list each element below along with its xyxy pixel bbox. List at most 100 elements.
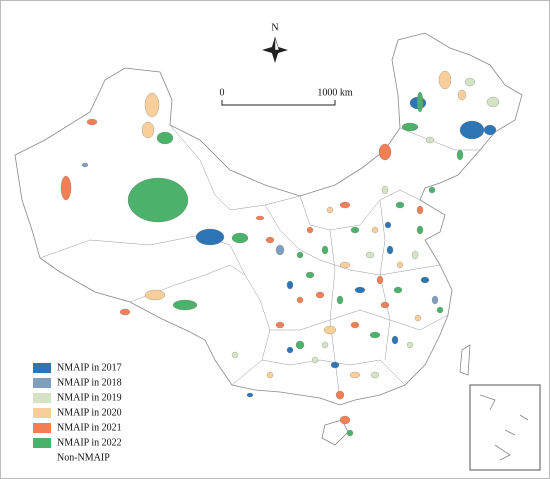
region-patch (315, 291, 325, 299)
region-patch (411, 250, 419, 260)
region-patch (483, 124, 497, 136)
region-patch (436, 306, 444, 314)
legend-swatch (33, 363, 51, 373)
region-patch (266, 371, 274, 379)
region-patch (156, 131, 174, 145)
region-patch (350, 226, 360, 234)
region-patch (406, 341, 414, 349)
legend-label: NMAIP in 2019 (57, 392, 122, 403)
region-patch (384, 221, 392, 229)
region-patch (431, 295, 439, 305)
region-patch (376, 275, 384, 285)
region-patch (457, 89, 467, 101)
region-patch (414, 314, 422, 322)
region-patch (486, 96, 500, 108)
legend-swatch (33, 423, 51, 433)
region-patch (335, 390, 345, 400)
north-arrow (262, 36, 288, 63)
region-patch (144, 289, 166, 301)
region-patch (401, 122, 419, 132)
taiwan (459, 344, 471, 376)
region-patch (456, 149, 464, 161)
region-patch (459, 120, 485, 140)
region-patch (354, 286, 366, 294)
legend-swatch (33, 393, 51, 403)
region-patch (339, 201, 351, 209)
region-patch (330, 361, 340, 369)
region-patch (296, 251, 304, 259)
province-lines (39, 124, 480, 401)
legend-swatch (33, 438, 51, 448)
region-patch (369, 331, 381, 339)
legend-label: NMAIP in 2022 (57, 437, 122, 448)
region-patch (255, 215, 265, 221)
region-patch (386, 245, 394, 255)
region-patch (420, 276, 430, 284)
region-patch (60, 175, 72, 201)
region-patch (416, 225, 424, 235)
legend-label: NMAIP in 2021 (57, 422, 122, 433)
region-patch (393, 286, 403, 294)
region-patch (428, 186, 436, 194)
region-patch (416, 205, 424, 215)
region-patch (350, 321, 360, 329)
region-patch (141, 121, 155, 139)
region-patch (380, 301, 390, 309)
region-patch (349, 371, 361, 379)
region-patch (365, 251, 375, 259)
legend-label: NMAIP in 2020 (57, 407, 122, 418)
region-patch (144, 92, 160, 118)
region-patch (275, 321, 285, 329)
region-patch (416, 91, 424, 113)
region-patch (81, 162, 89, 168)
region-patch (395, 201, 405, 209)
region-patch (286, 280, 294, 290)
region-patch (246, 392, 254, 398)
region-patch (381, 185, 389, 195)
region-patch (119, 308, 131, 316)
legend-label: Non-NMAIP (57, 452, 110, 463)
legend: NMAIP in 2017 NMAIP in 2018 NMAIP in 2019 N… (33, 362, 122, 463)
country-outline (14, 32, 523, 406)
region-patch (172, 299, 198, 311)
patches (60, 70, 500, 437)
region-patch (86, 118, 98, 126)
region-patch (306, 226, 314, 234)
region-patch (295, 340, 305, 350)
region-patch (391, 335, 399, 345)
scale-start: 0 (220, 87, 225, 98)
scale-bar (221, 100, 336, 106)
region-patch (127, 177, 189, 223)
legend-swatch (33, 378, 51, 388)
region-patch (231, 351, 239, 359)
legend-label: NMAIP in 2017 (57, 362, 122, 373)
region-patch (321, 245, 329, 255)
north-label: N (271, 22, 278, 33)
region-patch (326, 206, 334, 214)
region-patch (311, 356, 319, 364)
region-patch (265, 236, 275, 244)
hainan (321, 419, 349, 446)
region-patch (370, 371, 380, 379)
region-patch (378, 143, 392, 161)
legend-label: NMAIP in 2018 (57, 377, 122, 388)
region-patch (371, 226, 379, 234)
region-patch (339, 415, 351, 425)
region-patch (336, 295, 344, 305)
region-patch (396, 261, 404, 269)
region-patch (438, 70, 452, 90)
region-patch (231, 232, 249, 244)
region-patch (425, 136, 435, 144)
scale-end: 1000 km (317, 87, 353, 98)
region-patch (286, 346, 294, 354)
inset-islands (479, 394, 529, 461)
region-patch (339, 261, 351, 269)
region-patch (195, 228, 225, 246)
region-patch (305, 271, 315, 279)
region-patch (464, 77, 476, 87)
region-patch (323, 325, 337, 335)
region-patch (296, 296, 304, 304)
region-patch (346, 429, 354, 437)
